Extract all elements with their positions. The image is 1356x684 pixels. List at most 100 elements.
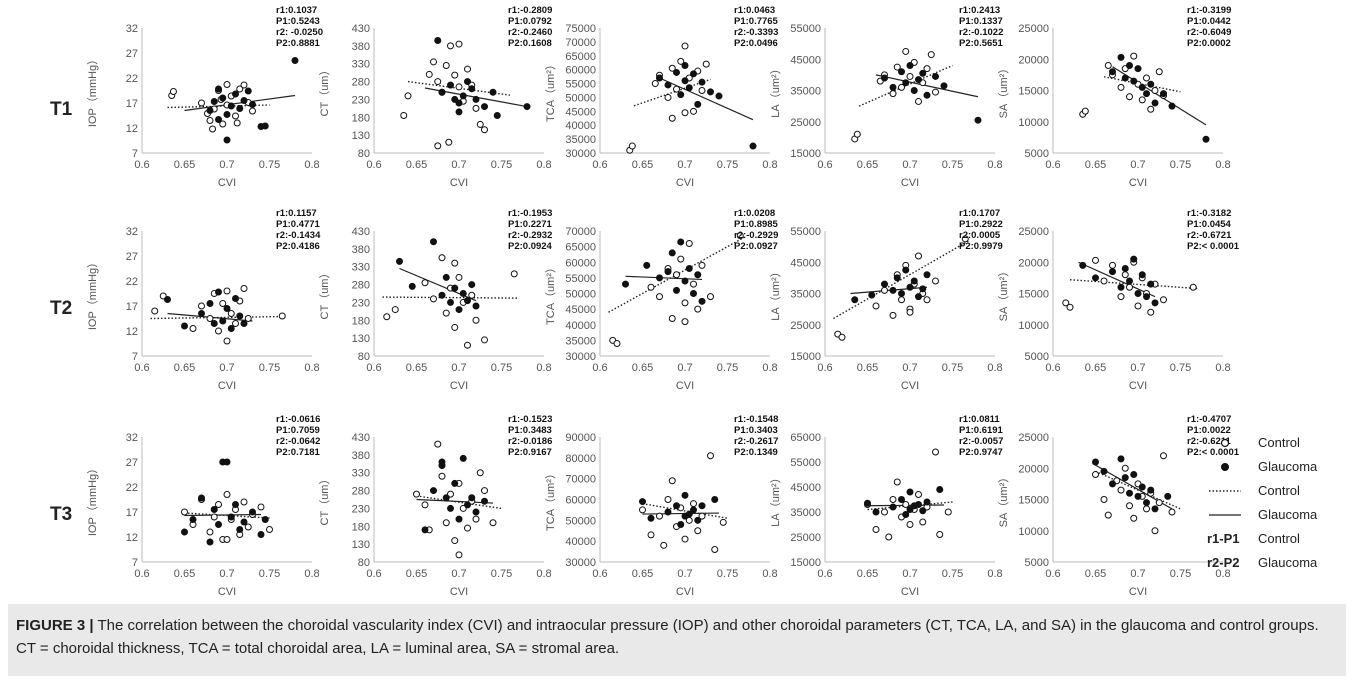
t3-ct-glaucoma-point	[468, 494, 476, 502]
t1-tca-ytick-label: 70000	[565, 37, 596, 49]
t3-iop-stat-line: P1:0.7059	[276, 425, 320, 436]
t3-sa-control-trendline	[1095, 470, 1181, 510]
row-label-t1: T1	[50, 99, 73, 120]
t2-ct-control-point	[421, 279, 429, 287]
figure-caption: FIGURE 3 | The correlation between the c…	[16, 614, 1336, 660]
t1-tca-xtick-label: 0.65	[632, 159, 653, 171]
t2-iop-xtick-label: 0.7	[219, 362, 234, 374]
t1-iop-glaucoma-point	[291, 57, 299, 64]
t3-iop-control-point	[223, 536, 231, 543]
t2-la-ytick-label: 55000	[790, 226, 821, 238]
t1-sa-ytick-label: 10000	[1018, 117, 1049, 129]
t1-la-stat-line: P1:0.1337	[959, 16, 1003, 27]
t2-tca-glaucoma-point	[664, 268, 672, 276]
t3-tca-ytick-label: 50000	[565, 515, 596, 527]
t1-iop-xtick-label: 0.75	[259, 159, 280, 171]
figure-caption-label: FIGURE 3 |	[16, 617, 94, 634]
t1-la-glaucoma-point	[906, 62, 914, 69]
t3-iop-glaucoma-point	[227, 513, 235, 521]
t1-la-control-point	[853, 130, 861, 138]
t1-tca-glaucoma-point	[749, 142, 757, 150]
t1-iop-ytick-label: 12	[126, 123, 138, 135]
t1-ct-glaucoma-point	[455, 99, 463, 107]
t2-ct-ytick-label: 330	[352, 262, 370, 274]
t2-ct-glaucoma-point	[430, 238, 437, 246]
t2-sa-glaucoma-point	[1092, 274, 1099, 282]
t3-la-glaucoma-point	[936, 486, 944, 493]
t3-sa-glaucoma-point	[1138, 483, 1146, 491]
t2-ct-control-point	[510, 270, 518, 278]
legend-0-open-circle-marker	[1220, 438, 1230, 448]
t1-tca-stat-line: r1:0.0463	[734, 5, 775, 16]
t3-sa-y-axis-title: SA（um²）	[997, 472, 1010, 528]
t3-ct-glaucoma-point	[430, 487, 437, 495]
t3-tca-glaucoma-point	[698, 502, 706, 510]
t3-iop-glaucoma-point	[240, 518, 248, 526]
t3-sa-ytick-label: 5000	[1025, 557, 1049, 569]
t3-la-ytick-label: 65000	[790, 432, 821, 444]
t2-iop-glaucoma-point	[240, 320, 248, 327]
t2-sa-y-axis-title: SA（um²）	[997, 266, 1010, 322]
t2-ct-stat-line: r1:-0.1953	[508, 208, 552, 219]
t2-iop-control-point	[278, 312, 286, 320]
t1-iop-ytick-label: 17	[126, 98, 138, 110]
t1-sa-ytick-label: 25000	[1018, 23, 1049, 35]
row-label-t3: T3	[50, 504, 72, 525]
t2-sa-control-point	[1126, 283, 1133, 291]
t3-la-control-point	[936, 531, 944, 538]
t3-sa-glaucoma-point	[1126, 489, 1133, 497]
t3-la-control-point	[902, 501, 910, 508]
t3-sa-control-point	[1130, 514, 1138, 522]
t1-la-xtick-label: 0.6	[817, 159, 832, 171]
t2-ct-ytick-label: 280	[352, 280, 370, 292]
t2-iop-glaucoma-point	[232, 295, 239, 302]
t2-sa-control-point	[1109, 261, 1116, 269]
t3-tca-ytick-label: 30000	[565, 557, 596, 569]
t1-tca-xtick-label: 0.7	[677, 159, 692, 171]
t2-la-stat-line: P2:0.9979	[959, 241, 1003, 252]
t1-tca-x-axis-title: CVI	[676, 177, 694, 189]
t3-ct-control-point	[442, 519, 450, 527]
t1-la-glaucoma-point	[974, 116, 982, 124]
t2-sa-control-point	[1121, 271, 1129, 279]
t3-iop-y-axis-title: IOP（mmHg）	[86, 463, 99, 536]
t1-iop-ytick-label: 22	[126, 73, 138, 85]
t1-ct-glaucoma-point	[481, 103, 488, 111]
t2-sa-stat-line: P2:< 0.0001	[1187, 241, 1240, 252]
t1-la-glaucoma-point	[889, 83, 897, 91]
t3-tca-glaucoma-point	[639, 498, 646, 506]
t3-tca-control-point	[694, 527, 702, 535]
t2-sa-ytick-label: 10000	[1018, 320, 1049, 332]
t2-ct-stat-line: P2:0.0924	[508, 241, 553, 252]
t3-la-control-point	[906, 521, 914, 528]
t3-iop-glaucoma-point	[249, 508, 256, 516]
t1-la-glaucoma-point	[902, 79, 910, 87]
t2-tca-glaucoma-point	[698, 297, 706, 305]
t2-iop-xtick-label: 0.6	[134, 362, 149, 374]
t1-sa-control-point	[1130, 52, 1138, 60]
t1-ct-control-point	[430, 58, 437, 66]
t1-ct-control-point	[455, 40, 463, 48]
t2-sa-stat-line: r1:-0.3182	[1187, 208, 1231, 219]
t2-sa-xtick-label: 0.65	[1085, 362, 1106, 374]
t3-iop-control-point	[206, 528, 214, 536]
t1-ct-control-point	[481, 126, 488, 134]
legend-5-key: r2-P2	[1207, 555, 1240, 570]
t3-iop-glaucoma-point	[223, 458, 231, 466]
t1-iop-glaucoma-point	[232, 90, 239, 98]
t1-iop-glaucoma-point	[244, 87, 252, 95]
t1-la-control-point	[932, 88, 939, 96]
t3-tca-xtick-label: 0.7	[677, 568, 692, 580]
t3-ct-ytick-label: 280	[352, 486, 370, 498]
t1-tca-ytick-label: 75000	[565, 23, 596, 35]
t3-ct-stat-line: r1:-0.1523	[508, 414, 552, 425]
t2-ct-control-trendline	[382, 296, 519, 299]
t3-tca-control-point	[664, 496, 672, 503]
t1-ct-glaucoma-point	[434, 37, 442, 44]
t1-tca-glaucoma-point	[694, 100, 702, 108]
t2-ct-xtick-label: 0.65	[406, 362, 427, 374]
t2-la-control-point	[838, 333, 846, 341]
t1-la-control-trendline	[858, 64, 953, 107]
t2-tca-y-axis-title: TCA（um²）	[544, 262, 557, 325]
t3-tca-glaucoma-point	[647, 514, 655, 522]
